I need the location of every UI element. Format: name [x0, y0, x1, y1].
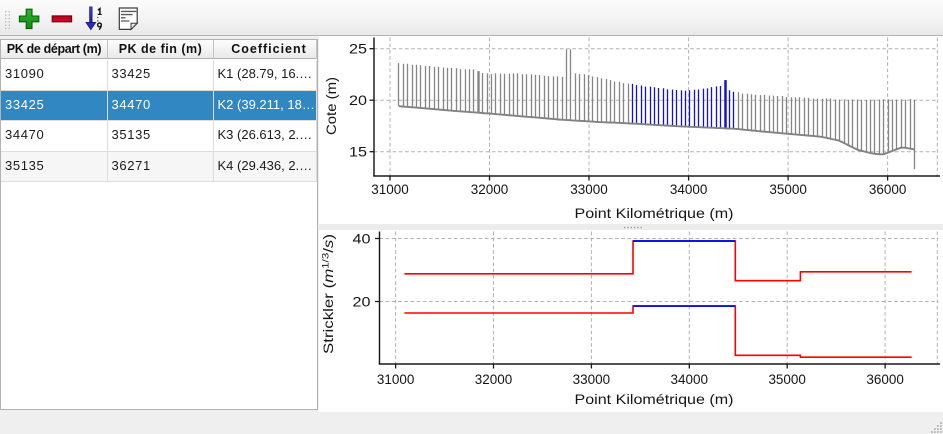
- svg-text:33000: 33000: [570, 182, 608, 197]
- svg-text:31000: 31000: [377, 372, 415, 387]
- svg-text:35000: 35000: [768, 372, 806, 387]
- svg-text:34000: 34000: [671, 372, 709, 387]
- svg-text:33000: 33000: [573, 372, 611, 387]
- svg-text:40: 40: [353, 231, 371, 246]
- svg-text:25: 25: [349, 42, 367, 57]
- svg-text:34000: 34000: [670, 182, 708, 197]
- svg-text:35000: 35000: [769, 182, 807, 197]
- svg-text:Cote (m): Cote (m): [323, 77, 339, 135]
- svg-text:36000: 36000: [869, 182, 907, 197]
- svg-text:Strickler (m1/3/s): Strickler (m1/3/s): [320, 234, 336, 354]
- svg-text:32000: 32000: [475, 372, 513, 387]
- svg-text:Point Kilométrique (m): Point Kilométrique (m): [575, 205, 734, 221]
- svg-text:Point Kilométrique (m): Point Kilométrique (m): [575, 391, 734, 407]
- svg-text:32000: 32000: [471, 182, 509, 197]
- svg-text:20: 20: [349, 93, 367, 108]
- svg-text:20: 20: [353, 294, 371, 309]
- svg-text:36000: 36000: [866, 372, 904, 387]
- svg-text:31000: 31000: [371, 182, 409, 197]
- svg-text:15: 15: [349, 145, 367, 160]
